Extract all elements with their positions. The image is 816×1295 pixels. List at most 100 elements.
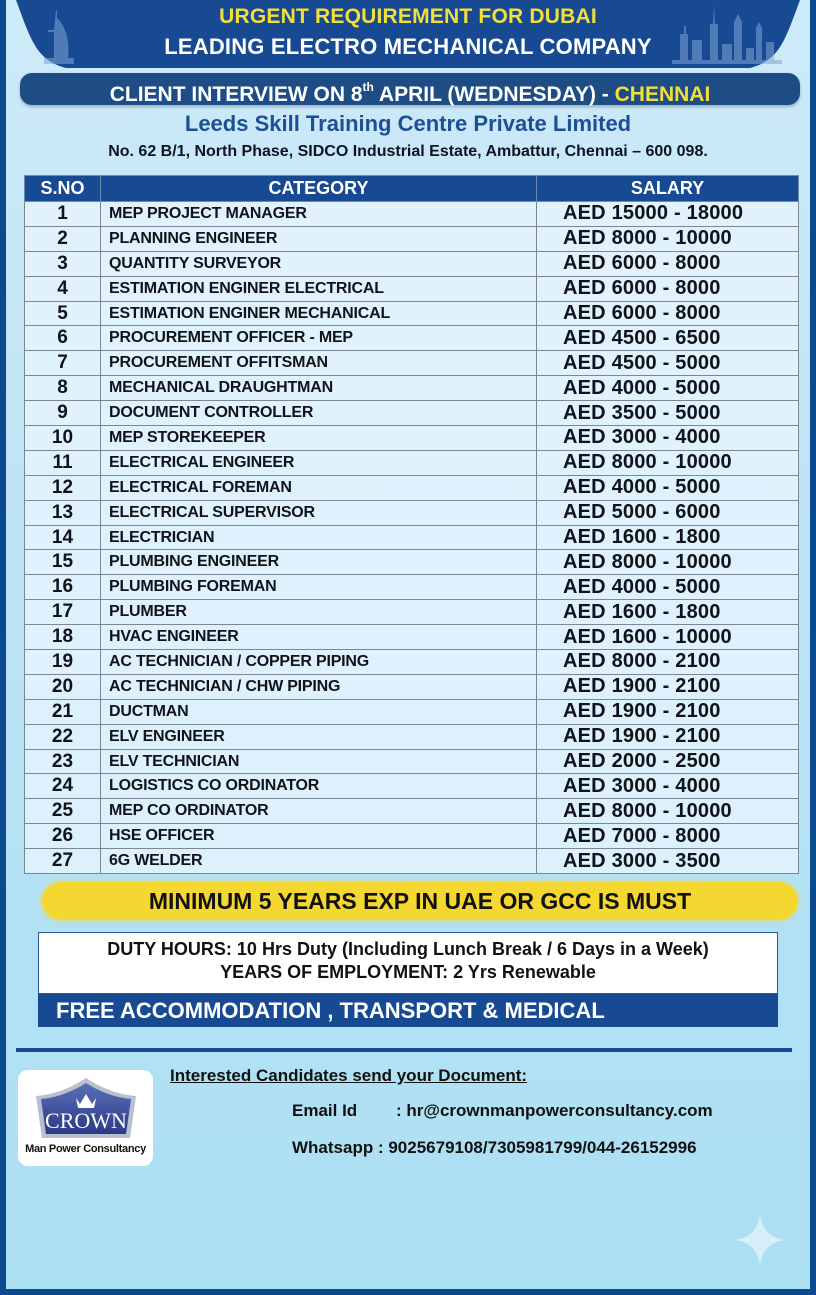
svg-text:CROWN: CROWN bbox=[45, 1108, 127, 1133]
row-salary: AED 4000 - 5000 bbox=[536, 574, 799, 601]
headline-urgent: URGENT REQUIREMENT FOR DUBAI bbox=[219, 5, 597, 28]
logo-subtitle: Man Power Consultancy bbox=[25, 1143, 146, 1155]
row-sno: 21 bbox=[24, 698, 101, 725]
section-divider bbox=[16, 1048, 792, 1052]
row-salary: AED 4500 - 5000 bbox=[536, 350, 799, 377]
row-sno: 12 bbox=[24, 474, 101, 501]
table-header-row: S.NO CATEGORY SALARY bbox=[24, 175, 799, 202]
table-row: 23 ELV TECHNICIAN AED 2000 - 2500 bbox=[24, 748, 799, 775]
row-sno: 25 bbox=[24, 798, 101, 825]
crown-emblem-icon: CROWN bbox=[36, 1078, 136, 1138]
interview-banner: CLIENT INTERVIEW ON 8th APRIL (WEDNESDAY… bbox=[20, 73, 800, 106]
row-salary: AED 1600 - 1800 bbox=[536, 524, 799, 551]
row-salary: AED 4000 - 5000 bbox=[536, 474, 799, 501]
table-row: 5 ESTIMATION ENGINER MECHANICAL AED 6000 -… bbox=[24, 300, 799, 327]
email-value[interactable]: : hr@crownmanpowerconsultancy.com bbox=[396, 1101, 713, 1120]
row-sno: 27 bbox=[24, 848, 101, 875]
table-row: 6 PROCUREMENT OFFICER - MEP AED 4500 - 650… bbox=[24, 325, 799, 352]
sparkle-icon bbox=[734, 1214, 786, 1266]
row-salary: AED 5000 - 6000 bbox=[536, 499, 799, 526]
row-category: ELECTRICAL SUPERVISOR bbox=[100, 499, 537, 526]
table-row: 15 PLUMBING ENGINEER AED 8000 - 10000 bbox=[24, 549, 799, 576]
duty-hours-text: DUTY HOURS: 10 Hrs Duty (Including Lunch… bbox=[107, 939, 709, 959]
row-salary: AED 8000 - 10000 bbox=[536, 449, 799, 476]
employment-years-text: YEARS OF EMPLOYMENT: 2 Yrs Renewable bbox=[220, 962, 596, 982]
row-salary: AED 1600 - 10000 bbox=[536, 624, 799, 651]
row-category: ELV ENGINEER bbox=[100, 723, 537, 750]
table-row: 1 MEP PROJECT MANAGER AED 15000 - 18000 bbox=[24, 201, 799, 227]
row-sno: 2 bbox=[24, 225, 101, 252]
row-category: MEP STOREKEEPER bbox=[100, 425, 537, 451]
row-category: 6G WELDER bbox=[100, 848, 537, 875]
row-category: ELECTRICAL ENGINEER bbox=[100, 449, 537, 476]
table-row: 17 PLUMBER AED 1600 - 1800 bbox=[24, 599, 799, 626]
row-sno: 8 bbox=[24, 375, 101, 402]
row-category: HVAC ENGINEER bbox=[100, 624, 537, 651]
row-sno: 24 bbox=[24, 773, 101, 800]
row-category: DUCTMAN bbox=[100, 698, 537, 725]
burj-al-arab-icon bbox=[44, 10, 74, 64]
table-row: 4 ESTIMATION ENGINER ELECTRICAL AED 6000 -… bbox=[24, 275, 799, 302]
row-sno: 19 bbox=[24, 649, 101, 675]
row-sno: 20 bbox=[24, 673, 101, 700]
row-category: ESTIMATION ENGINER MECHANICAL bbox=[100, 300, 537, 327]
row-category: AC TECHNICIAN / CHW PIPING bbox=[100, 673, 537, 700]
row-salary: AED 15000 - 18000 bbox=[536, 201, 799, 227]
table-row: 18 HVAC ENGINEER AED 1600 - 10000 bbox=[24, 624, 799, 651]
table-row: 7 PROCUREMENT OFFITSMAN AED 4500 - 5000 bbox=[24, 350, 799, 377]
header-band bbox=[6, 0, 810, 68]
crown-logo: CROWN Man Power Consultancy bbox=[18, 1070, 153, 1166]
experience-requirement-banner: MINIMUM 5 YEARS EXP IN UAE OR GCC IS MUS… bbox=[42, 882, 798, 920]
benefits-banner: FREE ACCOMMODATION , TRANSPORT & MEDICAL bbox=[38, 994, 778, 1027]
table-row: 27 6G WELDER AED 3000 - 3500 bbox=[24, 848, 799, 875]
row-sno: 10 bbox=[24, 425, 101, 451]
table-row: 11 ELECTRICAL ENGINEER AED 8000 - 10000 bbox=[24, 449, 799, 476]
headline-company-type: LEADING ELECTRO MECHANICAL COMPANY bbox=[164, 34, 652, 59]
dubai-skyline-icon bbox=[672, 4, 782, 64]
row-category: QUANTITY SURVEYOR bbox=[100, 250, 537, 277]
row-sno: 6 bbox=[24, 325, 101, 352]
row-sno: 23 bbox=[24, 748, 101, 775]
interview-date-suffix: th bbox=[362, 80, 374, 94]
row-sno: 1 bbox=[24, 201, 101, 227]
row-salary: AED 3500 - 5000 bbox=[536, 400, 799, 427]
row-salary: AED 1600 - 1800 bbox=[536, 599, 799, 626]
row-sno: 7 bbox=[24, 350, 101, 377]
table-row: 14 ELECTRICIAN AED 1600 - 1800 bbox=[24, 524, 799, 551]
row-category: HSE OFFICER bbox=[100, 823, 537, 850]
jobs-table: S.NO CATEGORY SALARY 1 MEP PROJECT MANAGE… bbox=[24, 175, 799, 875]
row-category: PLUMBING FOREMAN bbox=[100, 574, 537, 601]
table-row: 2 PLANNING ENGINEER AED 8000 - 10000 bbox=[24, 225, 799, 252]
interview-city: CHENNAI bbox=[614, 83, 711, 106]
row-salary: AED 6000 - 8000 bbox=[536, 300, 799, 327]
row-salary: AED 8000 - 10000 bbox=[536, 549, 799, 576]
table-row: 25 MEP CO ORDINATOR AED 8000 - 10000 bbox=[24, 798, 799, 825]
row-salary: AED 4000 - 5000 bbox=[536, 375, 799, 402]
row-category: ELECTRICIAN bbox=[100, 524, 537, 551]
table-row: 21 DUCTMAN AED 1900 - 2100 bbox=[24, 698, 799, 725]
row-salary: AED 6000 - 8000 bbox=[536, 250, 799, 277]
row-salary: AED 8000 - 10000 bbox=[536, 798, 799, 825]
row-sno: 14 bbox=[24, 524, 101, 551]
table-row: 16 PLUMBING FOREMAN AED 4000 - 5000 bbox=[24, 574, 799, 601]
row-salary: AED 4500 - 6500 bbox=[536, 325, 799, 352]
row-sno: 22 bbox=[24, 723, 101, 750]
row-sno: 5 bbox=[24, 300, 101, 327]
row-sno: 9 bbox=[24, 400, 101, 427]
row-sno: 3 bbox=[24, 250, 101, 277]
row-category: AC TECHNICIAN / COPPER PIPING bbox=[100, 649, 537, 675]
terms-box: DUTY HOURS: 10 Hrs Duty (Including Lunch… bbox=[38, 932, 778, 994]
row-salary: AED 1900 - 2100 bbox=[536, 673, 799, 700]
table-row: 8 MECHANICAL DRAUGHTMAN AED 4000 - 5000 bbox=[24, 375, 799, 402]
row-salary: AED 3000 - 3500 bbox=[536, 848, 799, 875]
row-salary: AED 3000 - 4000 bbox=[536, 425, 799, 451]
interview-prefix: CLIENT INTERVIEW ON 8 bbox=[109, 83, 363, 106]
row-sno: 4 bbox=[24, 275, 101, 302]
row-category: PLUMBER bbox=[100, 599, 537, 626]
whatsapp-value[interactable]: : 9025679108/7305981799/044-26152996 bbox=[373, 1138, 697, 1157]
table-row: 24 LOGISTICS CO ORDINATOR AED 3000 - 4000 bbox=[24, 773, 799, 800]
row-category: DOCUMENT CONTROLLER bbox=[100, 400, 537, 427]
venue-company-name: Leeds Skill Training Centre Private Limi… bbox=[184, 111, 632, 136]
row-salary: AED 3000 - 4000 bbox=[536, 773, 799, 800]
job-poster: URGENT REQUIREMENT FOR DUBAI LEADING ELE… bbox=[6, 0, 810, 1289]
